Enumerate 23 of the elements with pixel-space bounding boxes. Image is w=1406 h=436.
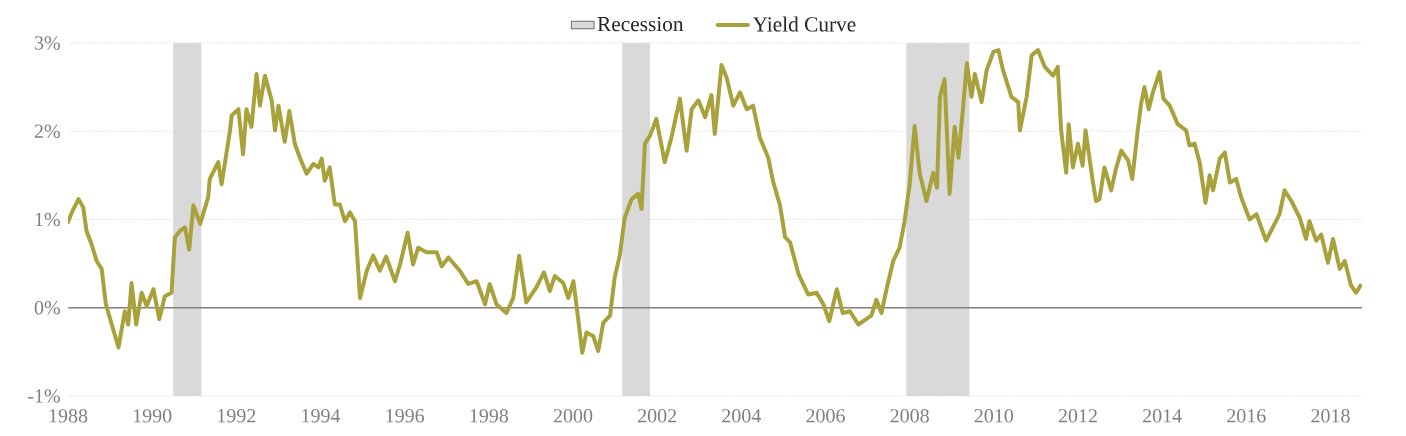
legend-label: Recession [597,16,684,32]
x-tick-label: 2016 [1227,409,1266,423]
y-tick-label: 1% [35,212,60,227]
y-tick-label: 0% [34,300,60,315]
x-tick-label: 1990 [133,409,172,423]
x-tick-label: 2014 [1143,409,1182,423]
x-tick-label: 2002 [638,409,677,423]
x-tick-label: 1998 [470,409,509,423]
y-tick-label: 3% [34,36,60,50]
x-tick-label: 2008 [890,409,929,423]
x-tick-label: 1992 [218,409,256,423]
x-tick-label: 1994 [302,409,341,423]
y-tick-label: -1% [28,389,60,403]
x-tick-label: 2000 [553,409,593,423]
x-tick-label: 2006 [806,409,845,423]
x-tick-label: 2012 [1058,409,1097,423]
x-tick-label: 1996 [386,409,425,423]
x-tick-label: 2018 [1311,409,1350,423]
x-tick-label: 1988 [49,409,88,423]
legend-label: Yield Curve [752,16,856,32]
x-tick-label: 2004 [722,409,761,423]
y-tick-label: 2% [34,124,60,139]
x-tick-label: 2010 [974,409,1014,423]
